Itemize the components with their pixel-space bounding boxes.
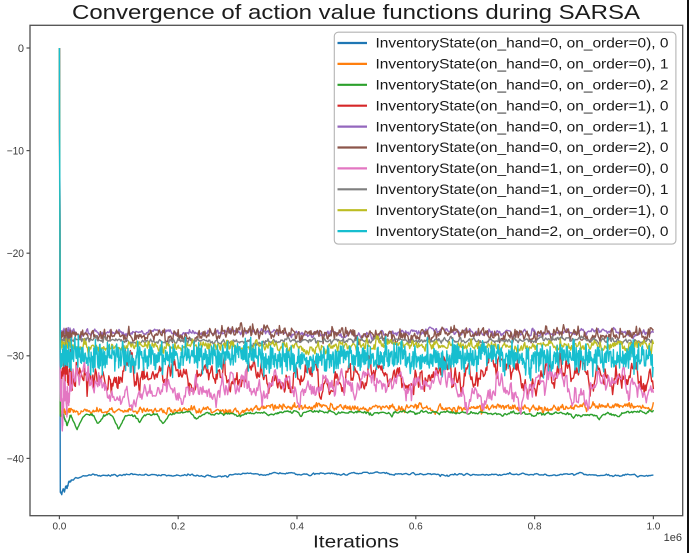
svg-text:1e6: 1e6 — [664, 532, 682, 544]
svg-text:0.4: 0.4 — [290, 521, 304, 532]
svg-text:0.2: 0.2 — [171, 521, 185, 532]
svg-text:1.0: 1.0 — [646, 521, 660, 532]
svg-text:InventoryState(on_hand=0, on_o: InventoryState(on_hand=0, on_order=0), 1 — [376, 57, 669, 72]
svg-text:0.6: 0.6 — [409, 521, 423, 532]
svg-text:Iterations: Iterations — [313, 532, 399, 552]
svg-text:0.0: 0.0 — [52, 521, 66, 532]
svg-text:InventoryState(on_hand=0, on_o: InventoryState(on_hand=0, on_order=1), 1 — [376, 119, 669, 134]
svg-text:InventoryState(on_hand=0, on_o: InventoryState(on_hand=0, on_order=2), 0 — [376, 140, 669, 155]
svg-text:InventoryState(on_hand=1, on_o: InventoryState(on_hand=1, on_order=0), 1 — [376, 182, 669, 197]
svg-text:InventoryState(on_hand=0, on_o: InventoryState(on_hand=0, on_order=0), 0 — [376, 36, 669, 51]
svg-text:InventoryState(on_hand=1, on_o: InventoryState(on_hand=1, on_order=0), 0 — [376, 161, 669, 176]
svg-text:−10: −10 — [7, 146, 24, 158]
svg-text:InventoryState(on_hand=2, on_o: InventoryState(on_hand=2, on_order=0), 0 — [376, 224, 669, 239]
svg-text:InventoryState(on_hand=0, on_o: InventoryState(on_hand=0, on_order=1), 0 — [376, 98, 669, 113]
svg-text:InventoryState(on_hand=1, on_o: InventoryState(on_hand=1, on_order=1), 0 — [376, 203, 669, 218]
svg-text:0: 0 — [18, 43, 24, 55]
svg-text:InventoryState(on_hand=0, on_o: InventoryState(on_hand=0, on_order=0), 2 — [376, 78, 669, 93]
svg-text:Convergence of action value fu: Convergence of action value functions du… — [72, 1, 640, 24]
svg-text:−20: −20 — [7, 248, 24, 260]
svg-text:0.8: 0.8 — [528, 521, 542, 532]
svg-text:−40: −40 — [7, 453, 24, 465]
svg-text:−30: −30 — [7, 351, 24, 363]
